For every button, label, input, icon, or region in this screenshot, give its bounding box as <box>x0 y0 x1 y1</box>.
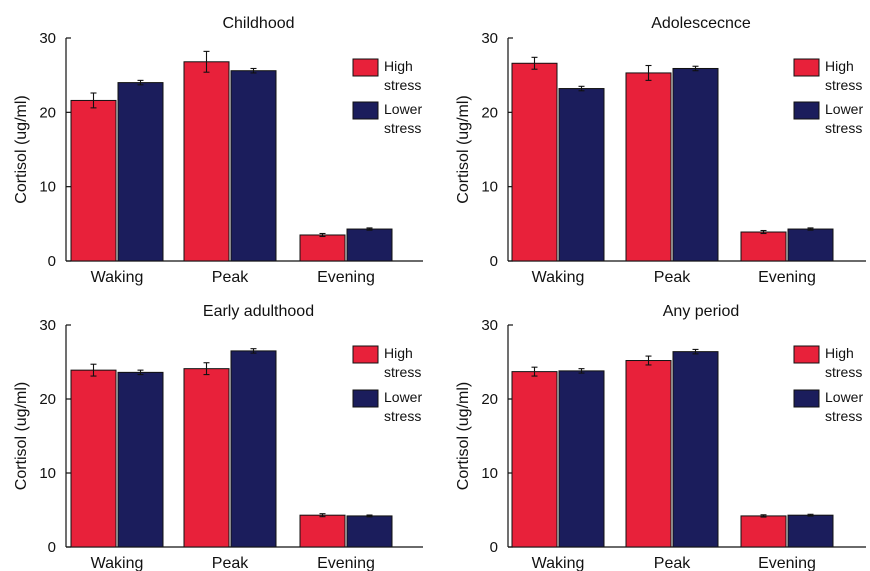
bar-lower-stress-waking <box>117 371 164 548</box>
x-tick-label: Evening <box>758 555 816 571</box>
legend-label: stress <box>384 77 421 93</box>
y-tick-label: 0 <box>490 253 498 270</box>
chart-title: Any period <box>663 303 740 320</box>
y-tick-label: 20 <box>39 104 56 121</box>
bar-lower-stress-peak <box>672 351 719 548</box>
x-tick-label: Waking <box>532 269 585 286</box>
chart-title: Childhood <box>222 15 294 32</box>
legend-swatch-lower-stress <box>352 389 379 408</box>
bar-lower-stress-waking <box>117 82 164 262</box>
y-tick-label: 10 <box>481 179 498 196</box>
bar-high-stress-evening <box>740 231 787 262</box>
x-tick-label: Peak <box>212 555 249 571</box>
legend-swatch-lower-stress <box>352 101 379 120</box>
y-tick-label: 30 <box>39 317 56 334</box>
x-tick-label: Waking <box>91 555 144 571</box>
chart-panel-3: Early adulthood Cortisol (ug/ml) 0 10 20 30 Wa… <box>13 303 423 571</box>
y-tick-label: 30 <box>481 317 498 334</box>
x-tick-label: Peak <box>654 269 691 286</box>
y-tick-label: 20 <box>39 391 56 408</box>
legend-label: stress <box>825 77 862 93</box>
legend-label: Lower <box>384 101 422 117</box>
x-tick-label: Peak <box>212 269 249 286</box>
y-axis-label: Cortisol (ug/ml) <box>455 95 472 203</box>
legend-label: High <box>825 58 854 74</box>
y-tick-label: 0 <box>48 539 56 556</box>
y-tick-label: 0 <box>490 539 498 556</box>
legend-swatch-lower-stress <box>793 101 820 120</box>
legend-swatch-high-stress <box>352 58 379 77</box>
legend-label: stress <box>825 408 862 424</box>
legend-label: stress <box>825 120 862 136</box>
bar-high-stress-peak <box>183 61 230 262</box>
y-tick-label: 20 <box>481 104 498 121</box>
bar-lower-stress-waking <box>558 370 605 548</box>
legend-label: High <box>825 345 854 361</box>
y-tick-label: 30 <box>481 30 498 47</box>
x-tick-label: Waking <box>532 555 585 571</box>
bar-lower-stress-evening <box>787 228 834 262</box>
legend-label: stress <box>825 364 862 380</box>
y-tick-label: 30 <box>39 30 56 47</box>
legend-swatch-lower-stress <box>793 389 820 408</box>
y-axis-label: Cortisol (ug/ml) <box>13 382 30 490</box>
y-axis-label: Cortisol (ug/ml) <box>455 382 472 490</box>
bar-lower-stress-evening <box>346 228 393 262</box>
bar-high-stress-peak <box>625 72 672 262</box>
bar-high-stress-waking <box>511 371 558 548</box>
legend-label: stress <box>384 120 421 136</box>
y-tick-label: 20 <box>481 391 498 408</box>
legend-swatch-high-stress <box>793 345 820 364</box>
legend-label: High <box>384 345 413 361</box>
y-tick-label: 0 <box>48 253 56 270</box>
y-tick-label: 10 <box>39 465 56 482</box>
x-tick-label: Evening <box>317 555 375 571</box>
bar-high-stress-peak <box>625 360 672 548</box>
legend-swatch-high-stress <box>352 345 379 364</box>
bar-lower-stress-evening <box>346 515 393 548</box>
bar-high-stress-peak <box>183 368 230 548</box>
legend-label: High <box>384 58 413 74</box>
chart-title: Adolescecnce <box>651 15 751 32</box>
chart-panel-2: Adolescecnce Cortisol (ug/ml) 0 10 20 30 Wakin… <box>455 15 866 286</box>
legend-label: Lower <box>825 389 863 405</box>
x-tick-label: Evening <box>758 269 816 286</box>
y-axis-label: Cortisol (ug/ml) <box>13 95 30 203</box>
y-tick-label: 10 <box>481 465 498 482</box>
chart-panel-1: Childhood Cortisol (ug/ml) 0 10 20 30 Waking Pe… <box>13 15 423 286</box>
x-tick-label: Peak <box>654 555 691 571</box>
legend-label: Lower <box>384 389 422 405</box>
bar-high-stress-evening <box>740 515 787 548</box>
chart-panel-4: Any period Cortisol (ug/ml) 0 10 20 30 Waking P… <box>455 303 866 571</box>
legend-swatch-high-stress <box>793 58 820 77</box>
bar-lower-stress-waking <box>558 88 605 262</box>
legend-label: stress <box>384 408 421 424</box>
legend-label: stress <box>384 364 421 380</box>
x-tick-label: Waking <box>91 269 144 286</box>
bar-lower-stress-evening <box>787 514 834 548</box>
bar-lower-stress-peak <box>672 67 719 262</box>
bar-high-stress-evening <box>299 234 346 262</box>
y-tick-label: 10 <box>39 179 56 196</box>
x-tick-label: Evening <box>317 269 375 286</box>
legend-label: Lower <box>825 101 863 117</box>
bar-high-stress-evening <box>299 514 346 548</box>
bar-high-stress-waking <box>511 62 558 262</box>
bar-lower-stress-peak <box>230 70 277 262</box>
bar-high-stress-waking <box>70 99 117 262</box>
chart-title: Early adulthood <box>203 303 314 320</box>
bar-lower-stress-peak <box>230 350 277 548</box>
bar-high-stress-waking <box>70 369 117 548</box>
